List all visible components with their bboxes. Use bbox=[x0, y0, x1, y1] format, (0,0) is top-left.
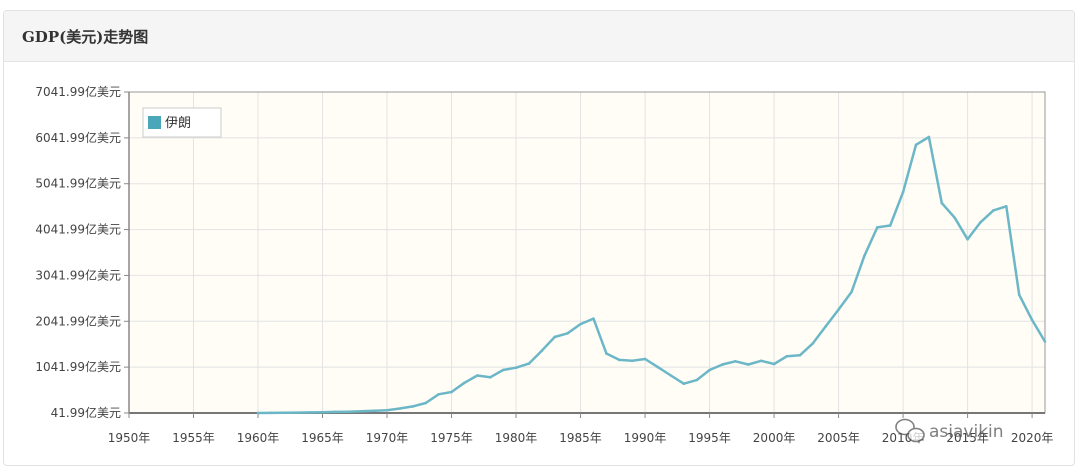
x-tick-label: 2000年 bbox=[753, 431, 796, 445]
data-point bbox=[282, 411, 286, 415]
data-point bbox=[630, 359, 634, 363]
data-point bbox=[888, 224, 892, 227]
data-point bbox=[347, 410, 350, 414]
data-point bbox=[734, 359, 737, 363]
y-tick-label: 4041.99亿美元 bbox=[35, 222, 121, 237]
data-point bbox=[385, 409, 389, 412]
data-point bbox=[295, 411, 299, 414]
y-tick-label: 7041.99亿美元 bbox=[35, 84, 121, 99]
data-point bbox=[488, 376, 492, 379]
data-point bbox=[553, 335, 557, 339]
series-line-iran bbox=[257, 135, 1047, 415]
data-point bbox=[656, 365, 660, 369]
data-point bbox=[501, 368, 505, 372]
data-point bbox=[837, 308, 840, 311]
data-point bbox=[527, 362, 531, 365]
x-tick-label: 1985年 bbox=[559, 431, 602, 445]
x-axis-ticks: 1950年 1955年 1960年 1965年 1970年 1975年 1980年 1985年… bbox=[108, 413, 1054, 445]
data-point bbox=[605, 352, 608, 355]
y-tick-label: 3041.99亿美元 bbox=[35, 267, 121, 282]
x-tick-label: 1990年 bbox=[624, 431, 667, 445]
data-point bbox=[914, 143, 918, 147]
panel-title: GDP(美元)走势图 bbox=[22, 27, 149, 46]
data-point bbox=[940, 201, 944, 205]
legend: 伊朗 bbox=[142, 107, 222, 138]
data-point bbox=[476, 374, 479, 377]
x-tick-label: 1970年 bbox=[366, 431, 409, 445]
data-point bbox=[708, 368, 711, 372]
watermark: asiavikin bbox=[895, 418, 1004, 443]
data-point bbox=[463, 381, 466, 385]
x-tick-label: 2015年 bbox=[946, 431, 989, 445]
data-point bbox=[875, 226, 879, 229]
legend-swatch bbox=[148, 116, 161, 129]
x-tick-label: 1980年 bbox=[495, 431, 538, 445]
data-point bbox=[979, 221, 982, 224]
data-point bbox=[424, 401, 428, 405]
y-tick-label: 2041.99亿美元 bbox=[35, 313, 121, 328]
x-tick-label: 2005年 bbox=[817, 431, 860, 445]
data-point bbox=[785, 354, 789, 358]
y-tick-label: 5041.99亿美元 bbox=[35, 176, 121, 191]
y-tick-label: 1041.99亿美元 bbox=[35, 359, 121, 374]
data-point bbox=[966, 237, 969, 241]
data-point bbox=[992, 209, 995, 212]
data-point bbox=[759, 359, 763, 363]
plot-area bbox=[129, 92, 1045, 413]
data-point bbox=[1004, 204, 1008, 208]
data-point bbox=[721, 363, 724, 366]
x-tick-label: 1965年 bbox=[301, 431, 344, 445]
data-point bbox=[437, 392, 440, 396]
data-point bbox=[359, 409, 363, 413]
data-point bbox=[682, 382, 686, 386]
data-point bbox=[566, 331, 569, 335]
data-point bbox=[398, 407, 402, 410]
data-point bbox=[321, 410, 324, 414]
data-point bbox=[643, 357, 647, 361]
y-tick-label: 6041.99亿美元 bbox=[35, 130, 121, 145]
x-tick-label: 1960年 bbox=[237, 431, 280, 445]
data-point bbox=[901, 190, 905, 194]
data-point bbox=[308, 411, 311, 414]
data-point bbox=[269, 411, 273, 415]
data-point bbox=[772, 362, 776, 366]
x-tick-label: 1975年 bbox=[430, 431, 473, 445]
data-point bbox=[1043, 340, 1047, 343]
y-axis-ticks: 41.99亿美元 1041.99亿美元 2041.99亿美元 3041.99亿美元 40… bbox=[35, 84, 129, 420]
data-point bbox=[540, 349, 544, 353]
data-point bbox=[824, 325, 827, 328]
series-group bbox=[256, 135, 1047, 415]
x-tick-label: 1950年 bbox=[108, 431, 151, 445]
x-tick-label: 1995年 bbox=[688, 431, 731, 445]
data-point bbox=[1030, 318, 1034, 322]
data-point bbox=[798, 354, 802, 357]
wechat-icon bbox=[895, 418, 925, 443]
data-point bbox=[579, 322, 582, 326]
data-point bbox=[863, 254, 866, 258]
data-point bbox=[811, 342, 815, 345]
data-point bbox=[953, 216, 956, 220]
data-point bbox=[746, 363, 750, 366]
y-tick-label: 41.99亿美元 bbox=[51, 405, 121, 420]
x-tick-label: 2020年 bbox=[1011, 431, 1054, 445]
data-point bbox=[617, 358, 621, 362]
legend-label: 伊朗 bbox=[165, 116, 191, 131]
data-point bbox=[411, 405, 415, 408]
data-point bbox=[334, 410, 337, 414]
data-point bbox=[850, 290, 853, 294]
data-point bbox=[514, 366, 518, 369]
panel-header: GDP(美元)走势图 bbox=[4, 11, 1074, 62]
x-tick-label: 1955年 bbox=[172, 431, 215, 445]
data-point bbox=[450, 390, 453, 394]
data-point bbox=[372, 409, 376, 413]
data-point bbox=[256, 411, 260, 415]
data-point bbox=[927, 135, 931, 139]
data-point bbox=[1017, 293, 1021, 297]
data-point bbox=[592, 317, 595, 320]
data-point bbox=[669, 374, 673, 377]
data-point bbox=[695, 378, 698, 382]
watermark-text: asiavikin bbox=[929, 422, 1004, 442]
